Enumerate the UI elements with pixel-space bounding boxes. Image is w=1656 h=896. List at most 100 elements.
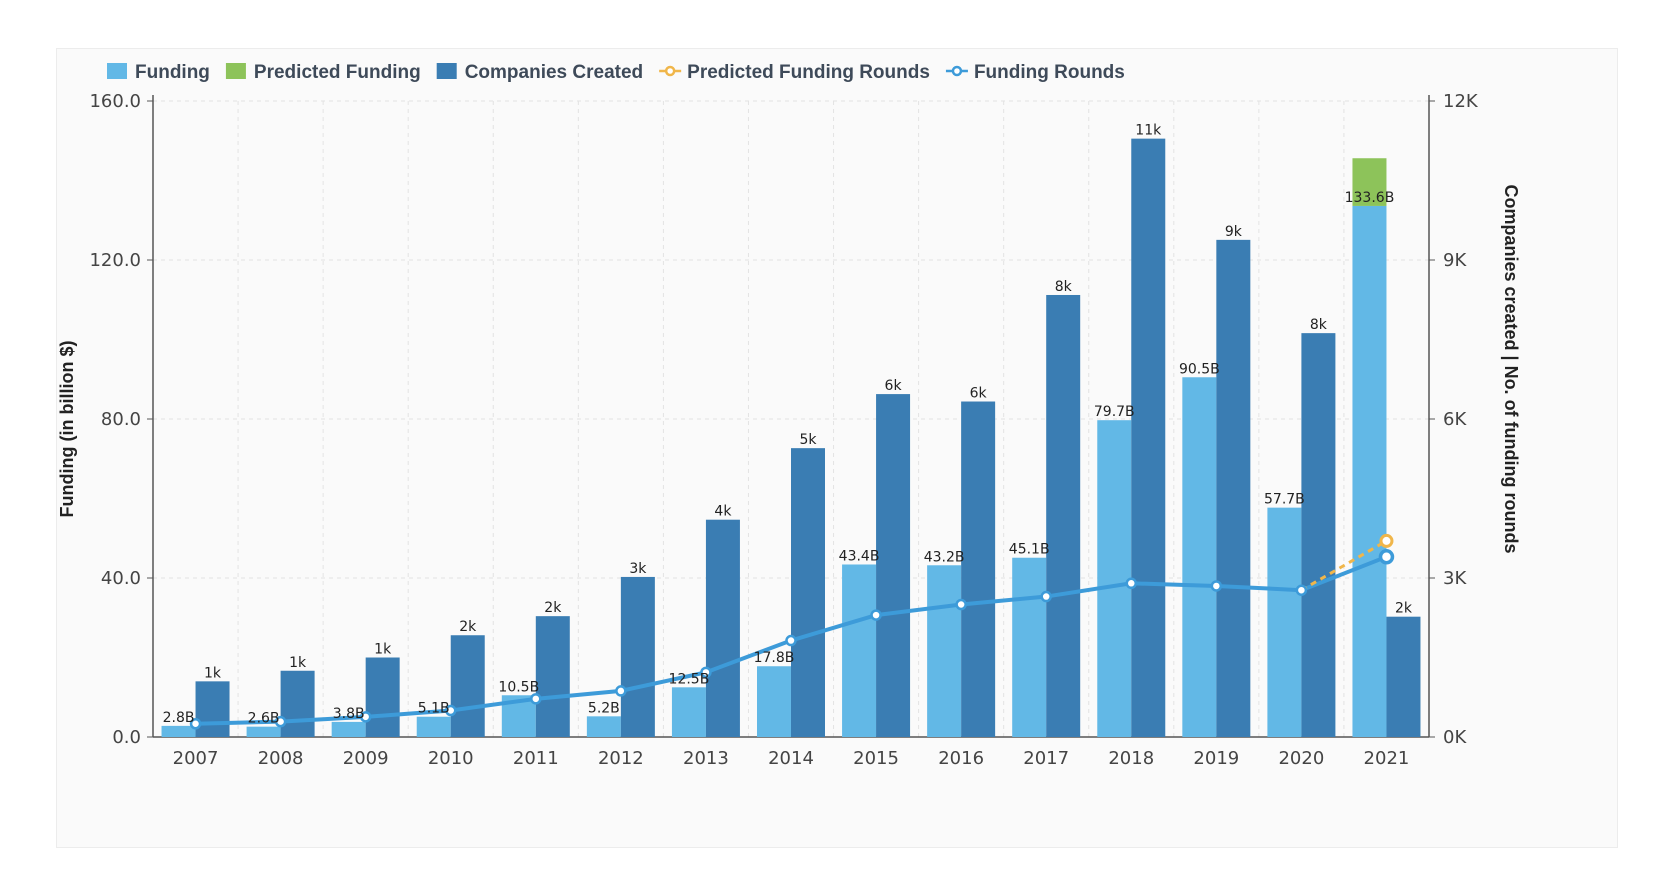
funding-value-label: 2.8B <box>163 710 195 726</box>
right-tick-label: 9K <box>1443 250 1467 271</box>
x-tick-label: 2018 <box>1108 748 1154 769</box>
funding-bar <box>416 716 451 737</box>
legend-item: Funding <box>107 62 210 83</box>
companies-created-value-label: 2k <box>544 600 562 616</box>
companies-created-bar <box>876 394 911 737</box>
funding-rounds-point <box>359 711 372 723</box>
funding-value-label: 43.2B <box>924 549 965 565</box>
funding-chart: 0.0 40.0 80.0 120.0 160.0 0K 3K 6K 9K 12K 2007 2008… <box>57 62 1521 769</box>
right-axis-title: Companies created | No. of funding round… <box>1501 184 1521 553</box>
legend-label: Companies Created <box>465 62 643 83</box>
x-tick-label: 2021 <box>1364 748 1410 769</box>
companies-created-value-label: 1k <box>374 642 392 658</box>
legend-swatch <box>436 63 457 79</box>
funding-rounds-point <box>785 634 797 647</box>
x-tick-label: 2019 <box>1193 748 1239 769</box>
funding-bar <box>671 687 706 737</box>
companies-created-value-label: 1k <box>204 665 222 681</box>
funding-bar <box>1352 205 1387 737</box>
companies-created-bar <box>1386 616 1421 737</box>
funding-rounds-point <box>1040 590 1052 603</box>
legend-item: Predicted Funding <box>225 62 421 83</box>
legend-label: Predicted Funding <box>254 62 421 83</box>
left-tick-label: 0.0 <box>112 727 141 748</box>
funding-bar <box>586 716 621 737</box>
companies-created-bar <box>961 401 996 737</box>
funding-bar <box>331 721 366 737</box>
legend-item: Funding Rounds <box>945 62 1125 83</box>
companies-created-value-label: 8k <box>1055 279 1073 295</box>
legend-label: Funding Rounds <box>974 62 1125 83</box>
predicted-funding-rounds-line <box>1300 539 1388 592</box>
companies-created-value-label: 5k <box>799 432 817 448</box>
companies-created-value-label: 11k <box>1135 123 1162 139</box>
funding-value-label: 10.5B <box>498 679 539 695</box>
funding-value-label: 90.5B <box>1179 361 1220 377</box>
funding-rounds-point <box>189 718 202 730</box>
companies-created-bar <box>450 635 485 737</box>
companies-created-value-label: 2k <box>1395 601 1413 617</box>
companies-created-value-label: 1k <box>289 655 307 671</box>
left-axis-title: Funding (in billion $) <box>57 341 77 518</box>
legend-label: Funding <box>135 62 210 83</box>
funding-bar <box>1097 420 1132 737</box>
chart-card: 0.0 40.0 80.0 120.0 160.0 0K 3K 6K 9K 12K 2007 2008… <box>56 48 1618 848</box>
left-tick-label: 40.0 <box>101 568 141 589</box>
x-tick-label: 2012 <box>598 748 644 769</box>
funding-bar <box>842 564 877 737</box>
companies-created-value-label: 6k <box>970 386 988 402</box>
companies-created-bar <box>1301 333 1336 737</box>
x-tick-label: 2015 <box>853 748 899 769</box>
funding-bar <box>246 726 281 737</box>
legend: Funding Predicted Funding Companies Create… <box>107 62 1125 83</box>
x-tick-label: 2017 <box>1023 748 1069 769</box>
x-tick-label: 2020 <box>1278 748 1324 769</box>
funding-rounds-point <box>870 609 882 621</box>
bars <box>161 138 1421 738</box>
right-tick-label: 0K <box>1443 727 1467 748</box>
left-tick-label: 80.0 <box>101 409 141 430</box>
funding-rounds-point <box>1125 577 1138 590</box>
funding-rounds-point <box>955 598 967 611</box>
companies-created-value-label: 8k <box>1310 317 1328 333</box>
funding-rounds-point <box>700 666 712 679</box>
legend-swatch <box>225 63 246 79</box>
companies-created-bar <box>791 448 825 737</box>
funding-rounds-point <box>1210 580 1223 592</box>
legend-item: Predicted Funding Rounds <box>659 62 930 83</box>
funding-value-label: 5.2B <box>588 700 620 716</box>
funding-value-label: 3.8B <box>333 706 365 722</box>
x-tick-label: 2013 <box>683 748 729 769</box>
funding-rounds-point <box>1378 549 1395 565</box>
funding-rounds-point <box>444 704 457 717</box>
companies-created-bar <box>365 657 400 737</box>
companies-created-value-label: 4k <box>714 504 732 520</box>
funding-rounds-point <box>530 693 542 705</box>
legend-item: Companies Created <box>436 62 643 83</box>
x-tick-label: 2016 <box>938 748 984 769</box>
legend-swatch <box>107 63 127 79</box>
predicted-funding-rounds-point <box>1379 533 1394 548</box>
companies-created-bar <box>1131 138 1166 737</box>
x-tick-label: 2007 <box>173 748 219 769</box>
funding-bar <box>1012 557 1047 737</box>
legend-marker <box>951 65 963 77</box>
funding-bar <box>1267 507 1302 737</box>
companies-created-bar <box>195 681 230 737</box>
x-tick-label: 2010 <box>428 748 474 769</box>
funding-value-label: 133.6B <box>1345 190 1395 206</box>
funding-rounds-point <box>615 685 627 697</box>
funding-value-label: 43.4B <box>839 548 880 564</box>
companies-created-bar <box>1216 239 1251 738</box>
legend-marker <box>664 65 676 77</box>
x-tick-label: 2008 <box>258 748 304 769</box>
funding-bar <box>161 725 196 737</box>
funding-value-label: 12.5B <box>669 671 710 687</box>
companies-created-bar <box>620 576 655 737</box>
funding-rounds-point <box>1295 584 1308 596</box>
left-tick-label: 120.0 <box>89 250 141 271</box>
funding-rounds-point <box>274 715 287 728</box>
data-labels: 2.8B 1k 2.6B 1k 3.8B 1k 5.1B 2k 10.5B 2k 5.2B 3k 12.… <box>163 123 1413 727</box>
companies-created-bar <box>280 670 315 737</box>
lines <box>189 533 1395 730</box>
